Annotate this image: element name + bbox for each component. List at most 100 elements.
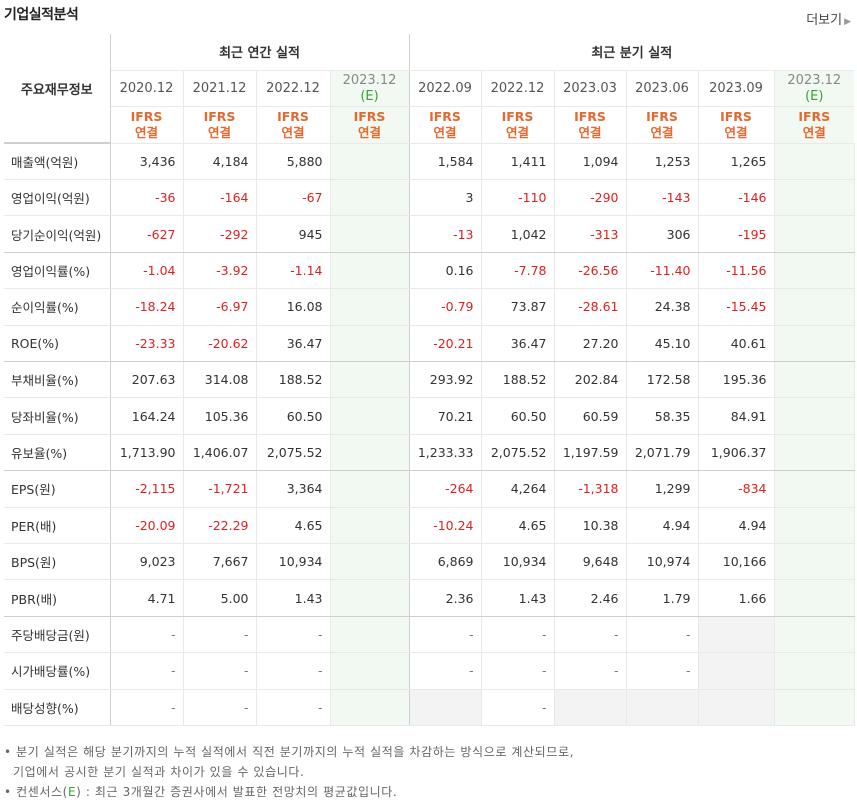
table-row: 당기순이익(억원) -627 -292 945 -13 1,042 -313 306 -195 bbox=[4, 215, 855, 253]
value-cell: 60.50 bbox=[481, 397, 555, 435]
value-cell: 4,264 bbox=[481, 470, 555, 508]
value-cell: 16.08 bbox=[256, 288, 331, 326]
value-cell: -6.97 bbox=[183, 288, 257, 326]
value-cell: -11.56 bbox=[698, 252, 775, 290]
value-cell bbox=[330, 579, 410, 617]
consolidated-label: 연결 bbox=[281, 124, 305, 140]
row-label: 주당배당금(원) bbox=[4, 616, 111, 654]
value-cell bbox=[774, 434, 855, 472]
row-label: EPS(원) bbox=[4, 470, 111, 508]
value-cell: 36.47 bbox=[481, 325, 555, 363]
value-cell: 1,299 bbox=[626, 470, 699, 508]
row-label: 부채비율(%) bbox=[4, 361, 111, 399]
value-cell: -110 bbox=[481, 179, 555, 217]
ifrs-label: IFRS bbox=[353, 108, 386, 124]
table-row: 부채비율(%) 207.63 314.08 188.52 293.92 188.52 202… bbox=[4, 361, 855, 399]
value-cell: -11.40 bbox=[626, 252, 699, 290]
chevron-right-icon: ▶ bbox=[844, 17, 851, 27]
ifrs-label: IFRS bbox=[203, 108, 236, 124]
footnote-2-e: E bbox=[67, 785, 77, 799]
value-cell bbox=[774, 288, 855, 326]
quarter-period-header: 2022.12 bbox=[481, 70, 555, 108]
value-cell: - bbox=[409, 616, 482, 654]
value-cell: -13 bbox=[409, 215, 482, 253]
value-cell: 0.16 bbox=[409, 252, 482, 290]
value-cell: 1,411 bbox=[481, 143, 555, 181]
value-cell bbox=[330, 543, 410, 581]
footnote-2-text: ) : 최근 3개월간 증권사에서 발표한 전망치의 평균값입니다. bbox=[76, 785, 398, 799]
value-cell: 10,974 bbox=[626, 543, 699, 581]
row-label: 유보율(%) bbox=[4, 434, 111, 472]
ifrs-label: IFRS bbox=[277, 108, 309, 124]
value-cell: - bbox=[554, 616, 627, 654]
value-cell: 1.79 bbox=[626, 579, 699, 617]
ifrs-tag: IFRS 연결 bbox=[698, 106, 775, 144]
value-cell: 73.87 bbox=[481, 288, 555, 326]
value-cell: 105.36 bbox=[183, 397, 257, 435]
table-row: PBR(배) 4.71 5.00 1.43 2.36 1.43 2.46 1.79 1.66 bbox=[4, 579, 855, 617]
value-cell: 2,075.52 bbox=[481, 434, 555, 472]
ifrs-label: IFRS bbox=[130, 108, 163, 124]
table-row: 매출액(억원) 3,436 4,184 5,880 1,584 1,411 1,094 1,2… bbox=[4, 143, 855, 181]
quarter-period-header: 2023.09 bbox=[698, 70, 775, 108]
value-cell bbox=[409, 689, 482, 726]
value-cell: -15.45 bbox=[698, 288, 775, 326]
consolidated-label: 연결 bbox=[650, 124, 674, 140]
value-cell: 40.61 bbox=[698, 325, 775, 363]
value-cell: 4.71 bbox=[110, 579, 184, 617]
value-cell: 1.43 bbox=[256, 579, 331, 617]
value-cell: -1,318 bbox=[554, 470, 627, 508]
value-cell: 1,233.33 bbox=[409, 434, 482, 472]
value-cell bbox=[774, 507, 855, 544]
annual-period-label: 2023.12 bbox=[342, 72, 397, 88]
value-cell: -26.56 bbox=[554, 252, 627, 290]
value-cell: 188.52 bbox=[481, 361, 555, 399]
ifrs-tag: IFRS 연결 bbox=[554, 106, 627, 144]
ifrs-tag: IFRS 연결 bbox=[626, 106, 699, 144]
value-cell bbox=[626, 689, 699, 726]
value-cell: 1,253 bbox=[626, 143, 699, 181]
value-cell: 3,436 bbox=[110, 143, 184, 181]
consolidated-label: 연결 bbox=[578, 124, 602, 140]
value-cell: 70.21 bbox=[409, 397, 482, 435]
value-cell: -7.78 bbox=[481, 252, 555, 290]
table-row: ROE(%) -23.33 -20.62 36.47 -20.21 36.47 27.20 4… bbox=[4, 325, 855, 363]
value-cell: 45.10 bbox=[626, 325, 699, 363]
consolidated-label: 연결 bbox=[505, 124, 529, 140]
value-cell bbox=[774, 543, 855, 581]
value-cell: 5,880 bbox=[256, 143, 331, 181]
ifrs-label: IFRS bbox=[501, 108, 534, 124]
value-cell: -195 bbox=[698, 215, 775, 253]
section-header: 기업실적분석 더보기 ▶ bbox=[0, 0, 857, 34]
value-cell: 1.66 bbox=[698, 579, 775, 617]
row-label: 순이익률(%) bbox=[4, 288, 111, 326]
table-row: 영업이익(억원) -36 -164 -67 3 -110 -290 -143 -146 bbox=[4, 179, 855, 217]
quarter-period-header: 2023.03 bbox=[554, 70, 627, 108]
value-cell: - bbox=[256, 689, 331, 726]
value-cell: - bbox=[183, 689, 257, 726]
value-cell: 58.35 bbox=[626, 397, 699, 435]
value-cell: 60.50 bbox=[256, 397, 331, 435]
table-row: 유보율(%) 1,713.90 1,406.07 2,075.52 1,233.33 2,… bbox=[4, 434, 855, 472]
value-cell: 10.38 bbox=[554, 507, 627, 544]
value-cell: -292 bbox=[183, 215, 257, 253]
value-cell: 4,184 bbox=[183, 143, 257, 181]
value-cell bbox=[774, 325, 855, 363]
value-cell: 4.94 bbox=[698, 507, 775, 544]
value-cell: 4.65 bbox=[481, 507, 555, 544]
value-cell: 1,265 bbox=[698, 143, 775, 181]
value-cell: -23.33 bbox=[110, 325, 184, 363]
value-cell: -1,721 bbox=[183, 470, 257, 508]
value-cell: - bbox=[626, 652, 699, 690]
value-cell: - bbox=[256, 652, 331, 690]
value-cell bbox=[330, 325, 410, 363]
value-cell: - bbox=[554, 652, 627, 690]
value-cell: -36 bbox=[110, 179, 184, 217]
value-cell: -2,115 bbox=[110, 470, 184, 508]
value-cell: - bbox=[110, 689, 184, 726]
more-link[interactable]: 더보기 ▶ bbox=[806, 9, 851, 28]
ifrs-label: IFRS bbox=[720, 108, 752, 124]
value-cell: 164.24 bbox=[110, 397, 184, 435]
value-cell: -264 bbox=[409, 470, 482, 508]
consolidated-label: 연결 bbox=[802, 124, 826, 140]
